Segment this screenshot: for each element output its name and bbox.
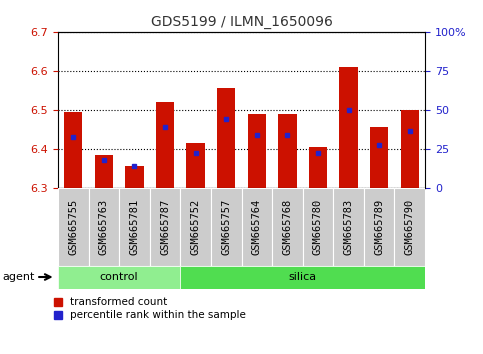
- Bar: [125, 166, 143, 188]
- Bar: [248, 114, 266, 188]
- Text: GSM665757: GSM665757: [221, 199, 231, 255]
- Bar: [370, 127, 388, 188]
- Bar: [64, 112, 83, 188]
- Bar: [217, 88, 235, 188]
- Bar: [303, 188, 333, 266]
- Bar: [333, 188, 364, 266]
- Bar: [150, 188, 180, 266]
- Bar: [242, 188, 272, 266]
- Text: GSM665783: GSM665783: [343, 199, 354, 255]
- Bar: [272, 188, 303, 266]
- Text: GSM665763: GSM665763: [99, 199, 109, 255]
- Text: GSM665752: GSM665752: [191, 199, 200, 255]
- Bar: [58, 266, 180, 289]
- Bar: [88, 188, 119, 266]
- Bar: [340, 67, 358, 188]
- Bar: [186, 143, 205, 188]
- Text: agent: agent: [2, 272, 35, 282]
- Bar: [395, 188, 425, 266]
- Bar: [211, 188, 242, 266]
- Bar: [156, 102, 174, 188]
- Text: GSM665764: GSM665764: [252, 199, 262, 255]
- Bar: [400, 110, 419, 188]
- Text: GSM665790: GSM665790: [405, 199, 415, 255]
- Text: silica: silica: [289, 272, 317, 282]
- Bar: [58, 188, 88, 266]
- Text: GSM665787: GSM665787: [160, 199, 170, 255]
- Title: GDS5199 / ILMN_1650096: GDS5199 / ILMN_1650096: [151, 16, 332, 29]
- Bar: [180, 188, 211, 266]
- Bar: [119, 188, 150, 266]
- Legend: transformed count, percentile rank within the sample: transformed count, percentile rank withi…: [54, 297, 246, 320]
- Text: GSM665755: GSM665755: [68, 199, 78, 255]
- Bar: [180, 266, 425, 289]
- Bar: [95, 154, 113, 188]
- Text: GSM665781: GSM665781: [129, 199, 140, 255]
- Text: GSM665768: GSM665768: [283, 199, 292, 255]
- Text: control: control: [100, 272, 139, 282]
- Bar: [309, 147, 327, 188]
- Bar: [278, 114, 297, 188]
- Text: GSM665780: GSM665780: [313, 199, 323, 255]
- Text: GSM665789: GSM665789: [374, 199, 384, 255]
- Bar: [364, 188, 395, 266]
